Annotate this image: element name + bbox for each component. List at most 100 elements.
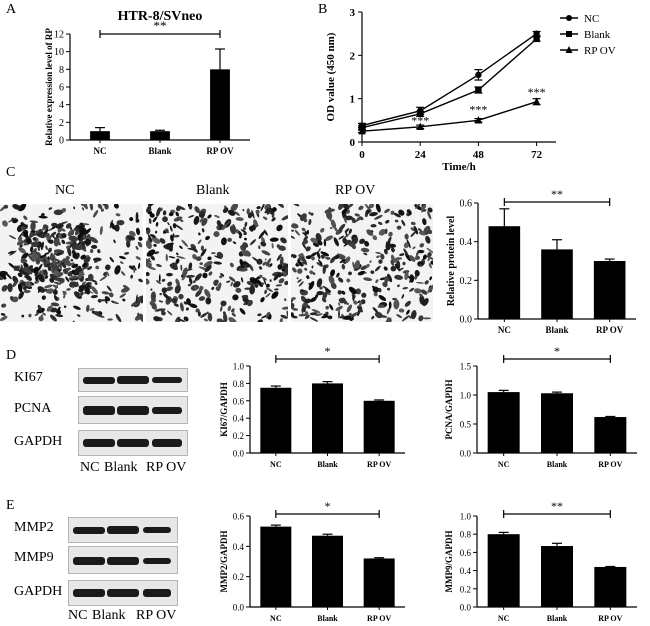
cell-mark (202, 272, 208, 279)
cell-mark (199, 262, 203, 265)
cell-mark (341, 204, 350, 210)
cell-mark (146, 258, 149, 267)
cell-mark (7, 250, 15, 254)
cell-mark (258, 266, 263, 270)
y-tick-label: 0 (350, 137, 356, 149)
cell-mark (211, 286, 215, 290)
cell-mark (44, 256, 49, 262)
cell-mark (75, 227, 80, 233)
cell-mark (418, 315, 424, 322)
cell-mark (206, 311, 209, 315)
cell-mark (205, 297, 212, 305)
data-point (474, 116, 483, 124)
y-tick-label: 0 (59, 136, 64, 147)
blot-band (143, 527, 171, 533)
micrograph-background (291, 204, 433, 322)
cell-mark (301, 242, 307, 250)
cell-mark (256, 258, 263, 265)
panel-label-e: E (6, 498, 15, 513)
cell-mark (84, 286, 91, 295)
cell-mark (269, 237, 279, 242)
cell-mark (339, 258, 346, 264)
cell-mark (421, 204, 427, 210)
cell-mark (272, 207, 277, 212)
cell-mark (357, 270, 366, 276)
bar (210, 69, 230, 140)
cell-mark (359, 238, 366, 244)
cell-mark (284, 298, 287, 301)
cell-mark (89, 281, 92, 286)
cell-mark (32, 232, 38, 237)
cell-mark (320, 251, 330, 257)
cell-mark (265, 292, 271, 298)
cell-mark (0, 273, 7, 280)
cell-mark (228, 276, 236, 282)
cell-mark (259, 274, 262, 279)
cell-mark (47, 266, 52, 272)
cell-mark (65, 241, 75, 245)
cell-mark (41, 295, 46, 300)
cell-mark (262, 261, 267, 266)
cell-mark (154, 230, 158, 234)
cell-mark (156, 280, 162, 285)
bar (593, 261, 626, 319)
cell-mark (101, 291, 110, 295)
cell-mark (71, 263, 79, 269)
cell-mark (178, 293, 184, 300)
cell-mark (175, 258, 180, 264)
cell-mark (336, 253, 346, 259)
cell-mark (37, 304, 43, 312)
cell-mark (12, 296, 19, 303)
cell-mark (249, 285, 256, 295)
cell-mark (376, 255, 380, 259)
cell-mark (57, 306, 61, 312)
cell-mark (199, 286, 204, 291)
cell-mark (175, 278, 180, 287)
cell-mark (156, 207, 161, 217)
cell-mark (375, 251, 382, 255)
y-axis-label: OD value (450 nm) (325, 32, 337, 121)
cell-mark (170, 234, 174, 242)
cell-mark (395, 257, 403, 260)
cell-mark (291, 297, 296, 300)
blot-band (83, 377, 115, 384)
cell-mark (107, 318, 113, 321)
blot-e-row-label: MMP9 (14, 550, 54, 565)
cell-mark (165, 229, 169, 234)
cell-mark (93, 311, 101, 316)
cell-mark (54, 264, 60, 269)
blot-e-row-label: MMP2 (14, 520, 54, 535)
y-tick-label: 1 (350, 94, 356, 106)
cell-mark (340, 290, 346, 295)
y-tick-label: 0.0 (460, 315, 473, 326)
cell-mark (418, 263, 422, 267)
cell-mark (216, 225, 221, 231)
cell-mark (213, 231, 220, 238)
cell-mark (406, 309, 410, 315)
cell-mark (106, 285, 112, 292)
y-tick-label: 0.2 (460, 276, 473, 287)
cell-mark (232, 294, 239, 301)
cell-mark (200, 245, 204, 251)
cell-mark (153, 243, 157, 247)
cell-mark (105, 264, 111, 271)
cell-mark (249, 277, 258, 284)
cell-mark (181, 239, 189, 247)
cell-mark (229, 225, 236, 235)
cell-mark (370, 270, 375, 274)
cell-mark (427, 229, 433, 235)
cell-mark (73, 291, 82, 299)
cell-mark (20, 257, 26, 264)
cell-mark (261, 241, 266, 246)
data-point (532, 97, 541, 105)
cell-mark (325, 305, 330, 310)
cell-mark (338, 302, 341, 306)
cell-mark (128, 230, 136, 237)
cell-mark (309, 317, 319, 322)
cell-mark (227, 237, 232, 242)
cell-mark (197, 239, 202, 245)
cell-mark (355, 288, 362, 295)
cell-mark (147, 204, 154, 207)
cell-mark (311, 256, 315, 260)
cell-mark (316, 278, 323, 288)
